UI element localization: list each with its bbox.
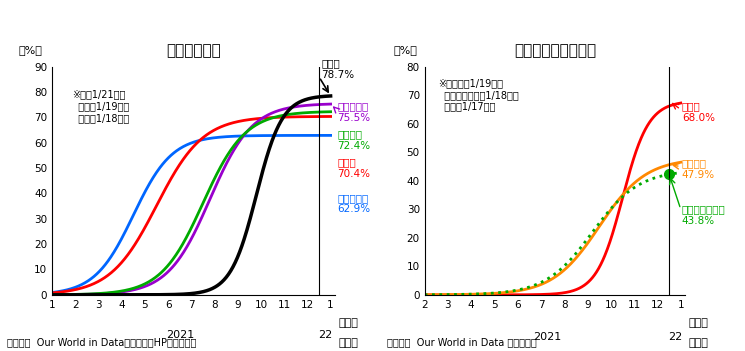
Text: （備考）  Our World in Data、首相官邸HPより作成。: （備考） Our World in Data、首相官邸HPより作成。: [7, 338, 197, 347]
Text: 2021: 2021: [533, 332, 561, 342]
Text: 英国：
70.4%: 英国： 70.4%: [337, 157, 370, 179]
Text: インド：
47.9%: インド： 47.9%: [682, 159, 715, 180]
Text: （月）: （月）: [688, 318, 708, 327]
Text: ※インドは1/19時点
  インドネシアは1/18時点
  タイは1/17時点: ※インドは1/19時点 インドネシアは1/18時点 タイは1/17時点: [438, 78, 519, 111]
Text: （年）: （年）: [338, 338, 358, 348]
Text: 22: 22: [668, 332, 682, 342]
Text: （月）: （月）: [338, 318, 358, 327]
Text: ※日は1/21時点
  米独は1/19時点
  仏英は1/18時点: ※日は1/21時点 米独は1/19時点 仏英は1/18時点: [72, 90, 129, 123]
Text: 2021: 2021: [165, 330, 194, 340]
Text: （年）: （年）: [688, 338, 708, 348]
Text: （備考）  Our World in Data より作成。: （備考） Our World in Data より作成。: [387, 338, 537, 347]
Text: アメリカ：
62.9%: アメリカ： 62.9%: [337, 193, 371, 214]
Text: （%）: （%）: [393, 45, 417, 55]
Text: タイ：
68.0%: タイ： 68.0%: [682, 101, 715, 123]
Title: （１）先進国: （１）先進国: [166, 44, 221, 59]
Text: フランス：
75.5%: フランス： 75.5%: [337, 101, 371, 123]
Text: ドイツ：
72.4%: ドイツ： 72.4%: [337, 130, 371, 151]
Text: 22: 22: [317, 330, 332, 340]
Title: （２）アジア新興国: （２）アジア新興国: [514, 44, 596, 59]
Text: （%）: （%）: [18, 45, 42, 55]
Text: インドネシア：
43.8%: インドネシア： 43.8%: [682, 204, 726, 226]
Text: 日本：
78.7%: 日本： 78.7%: [321, 58, 355, 80]
